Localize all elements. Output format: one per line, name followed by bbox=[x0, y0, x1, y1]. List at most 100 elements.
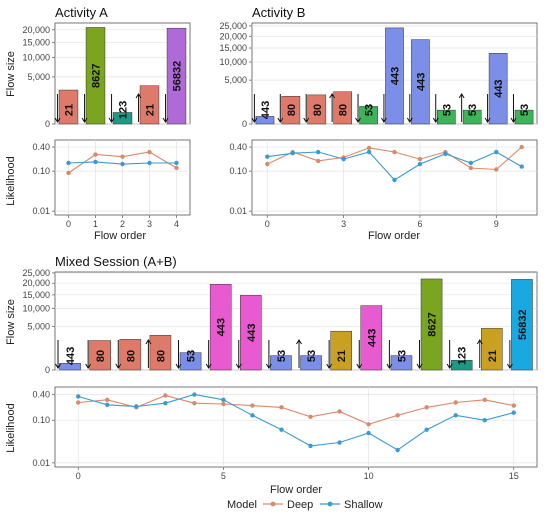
panel-ab-line-ytick-label: 0.01 bbox=[32, 458, 50, 468]
panel-b-bar bbox=[281, 96, 301, 125]
panel-b-series-shallow-point bbox=[468, 160, 474, 166]
panel-ab-series-shallow-point bbox=[482, 418, 487, 423]
panel-ab-bar-arrowhead bbox=[326, 363, 333, 369]
panel-ab-line-ytick-label: 0.10 bbox=[32, 415, 50, 425]
activity-a-xlabel: Flow order bbox=[94, 230, 146, 242]
panel-ab-bar-label: 56832 bbox=[517, 309, 529, 340]
panel-ab-bar-label: 443 bbox=[246, 323, 258, 341]
panel-a-line-ytick-label: 0.01 bbox=[32, 206, 50, 216]
panel-ab-series-shallow-point bbox=[76, 394, 81, 399]
panel-b-bar-label: 80 bbox=[312, 104, 324, 116]
panel-ab-bar-label: 80 bbox=[125, 350, 137, 362]
panel-ab-series-deep-point bbox=[221, 401, 226, 407]
panel-ab-bar-ytick-label: 15,000 bbox=[22, 290, 50, 300]
panel-ab-bar-label: 53 bbox=[306, 350, 318, 362]
panel-b-bar-ytick-label: 5,000 bbox=[224, 75, 247, 85]
panel-ab-bar-arrowhead bbox=[235, 363, 242, 369]
panel-b-series-shallow-point bbox=[366, 149, 372, 155]
panel-ab-bar bbox=[179, 352, 202, 371]
mixed-xlabel: Flow order bbox=[270, 484, 322, 496]
panel-ab-line-frame bbox=[54, 386, 538, 468]
panel-b-bar bbox=[437, 109, 456, 125]
panel-b-line-xtick-label: 0 bbox=[265, 219, 270, 229]
panel-ab-bar-label: 80 bbox=[95, 350, 107, 362]
panel-ab-series-shallow-point bbox=[192, 392, 197, 397]
panel-b-series-deep-point bbox=[392, 149, 397, 155]
panel-a-series-deep-point bbox=[66, 170, 71, 176]
panel-ab-series-deep-point bbox=[105, 397, 110, 403]
panel-a-line-xtick-label: 1 bbox=[93, 219, 98, 229]
panel-ab-line-xtick-label: 0 bbox=[76, 471, 81, 481]
panel-a-bar bbox=[112, 112, 133, 125]
panel-a-series-shallow-point bbox=[93, 159, 98, 165]
legend-deep-marker bbox=[270, 501, 276, 507]
panel-ab-bar-ytick-label: 5,000 bbox=[27, 322, 50, 332]
panel-ab-series-deep-point bbox=[76, 400, 81, 405]
panel-b-series-deep-point bbox=[265, 161, 270, 167]
panel-ab-bar-label: 123 bbox=[457, 347, 469, 365]
panel-b-series-shallow-point bbox=[341, 156, 346, 162]
panel-ab-bar bbox=[330, 330, 352, 371]
panel-a-bar-label: 21 bbox=[145, 104, 157, 116]
mixed-line-ylabel: Likelihood bbox=[5, 403, 17, 453]
panel-ab-bar-ytick-label: 25,000 bbox=[22, 268, 50, 278]
panel-a-line-xtick-label: 2 bbox=[120, 219, 125, 229]
panel-b-bar-label: 53 bbox=[467, 104, 479, 116]
panel-b-series-shallow-point bbox=[290, 151, 295, 156]
panel-ab-bar-ytick-label: 0 bbox=[45, 365, 50, 375]
panel-b-bar-arrowhead bbox=[406, 117, 413, 123]
panel-b-line-ytick-label: 0.40 bbox=[229, 142, 247, 152]
panel-ab-series-shallow-point bbox=[250, 413, 255, 418]
panel-ab-series-deep-point bbox=[337, 409, 342, 414]
panel-ab-series-deep-line bbox=[78, 394, 514, 425]
panel-b-bar-arrowhead bbox=[432, 117, 439, 123]
mixed-session-panel: Mixed Session (A+B) Flow size Likelihood… bbox=[5, 254, 538, 496]
panel-b-bar-arrowhead bbox=[458, 93, 465, 99]
panel-a-series-deep-point bbox=[174, 165, 179, 171]
panel-ab-bar bbox=[149, 335, 172, 371]
panel-ab-bar-arrowhead bbox=[55, 363, 61, 369]
panel-b-bar-arrowhead bbox=[381, 117, 387, 123]
panel-a-bar bbox=[139, 85, 160, 125]
panel-b-series-shallow-point bbox=[494, 149, 499, 155]
panel-ab-series-deep-point bbox=[511, 403, 516, 408]
panel-ab-series-deep-point bbox=[192, 401, 197, 406]
panel-b-series-shallow-point bbox=[443, 151, 448, 157]
panel-b-line-xtick-label: 6 bbox=[417, 219, 422, 229]
panel-a-series-deep-point bbox=[120, 154, 125, 159]
panel-b-bar-ytick-label: 10,000 bbox=[219, 57, 247, 67]
panel-b-series-shallow-point bbox=[392, 177, 397, 183]
panel-ab-bar bbox=[89, 340, 111, 371]
panel-ab-bar-arrowhead bbox=[205, 363, 212, 369]
panel-ab-bar-arrowhead bbox=[85, 363, 92, 369]
panel-ab-bar bbox=[59, 363, 81, 371]
panel-a-bar bbox=[85, 27, 106, 125]
panel-b-bar-label: 443 bbox=[415, 73, 427, 91]
legend-title: Model bbox=[227, 499, 257, 511]
panel-ab-line-xtick-label: 15 bbox=[509, 471, 519, 481]
panel-b-bar-label: 443 bbox=[390, 67, 402, 85]
panel-ab-series-shallow-point bbox=[337, 440, 342, 445]
panel-ab-bar-arrowhead bbox=[265, 363, 272, 369]
panel-ab-bar-label: 53 bbox=[186, 350, 198, 362]
panel-a-bar-ytick-label: 15,000 bbox=[22, 37, 50, 47]
panel-b-line-ytick-label: 0.01 bbox=[229, 206, 247, 216]
panel-ab-bar-label: 80 bbox=[155, 350, 167, 362]
panel-ab-bar-ytick-label: 10,000 bbox=[22, 304, 50, 314]
panel-ab-series-shallow-point bbox=[163, 401, 168, 406]
panel-b-series-deep-point bbox=[468, 165, 474, 171]
panel-ab-series-deep-point bbox=[482, 397, 487, 403]
panel-ab-series-shallow-point bbox=[221, 397, 226, 403]
panel-a-bar-label: 56832 bbox=[172, 61, 184, 92]
panel-b-line-xtick-label: 9 bbox=[494, 219, 499, 229]
panel-a-line-ytick-label: 0.40 bbox=[32, 142, 50, 152]
panel-b-series-shallow-point bbox=[417, 161, 423, 167]
panel-a-line-ytick-label: 0.10 bbox=[32, 166, 50, 176]
panel-ab-series-shallow-point bbox=[424, 427, 429, 432]
panel-ab-line-xtick-label: 10 bbox=[364, 471, 374, 481]
panel-b-bar-label: 443 bbox=[260, 101, 272, 119]
panel-b-bar-ytick-label: 25,000 bbox=[219, 21, 247, 31]
panel-ab-bar bbox=[270, 355, 292, 371]
panel-ab-series-deep-point bbox=[250, 403, 255, 408]
panel-ab-bar bbox=[240, 295, 262, 371]
